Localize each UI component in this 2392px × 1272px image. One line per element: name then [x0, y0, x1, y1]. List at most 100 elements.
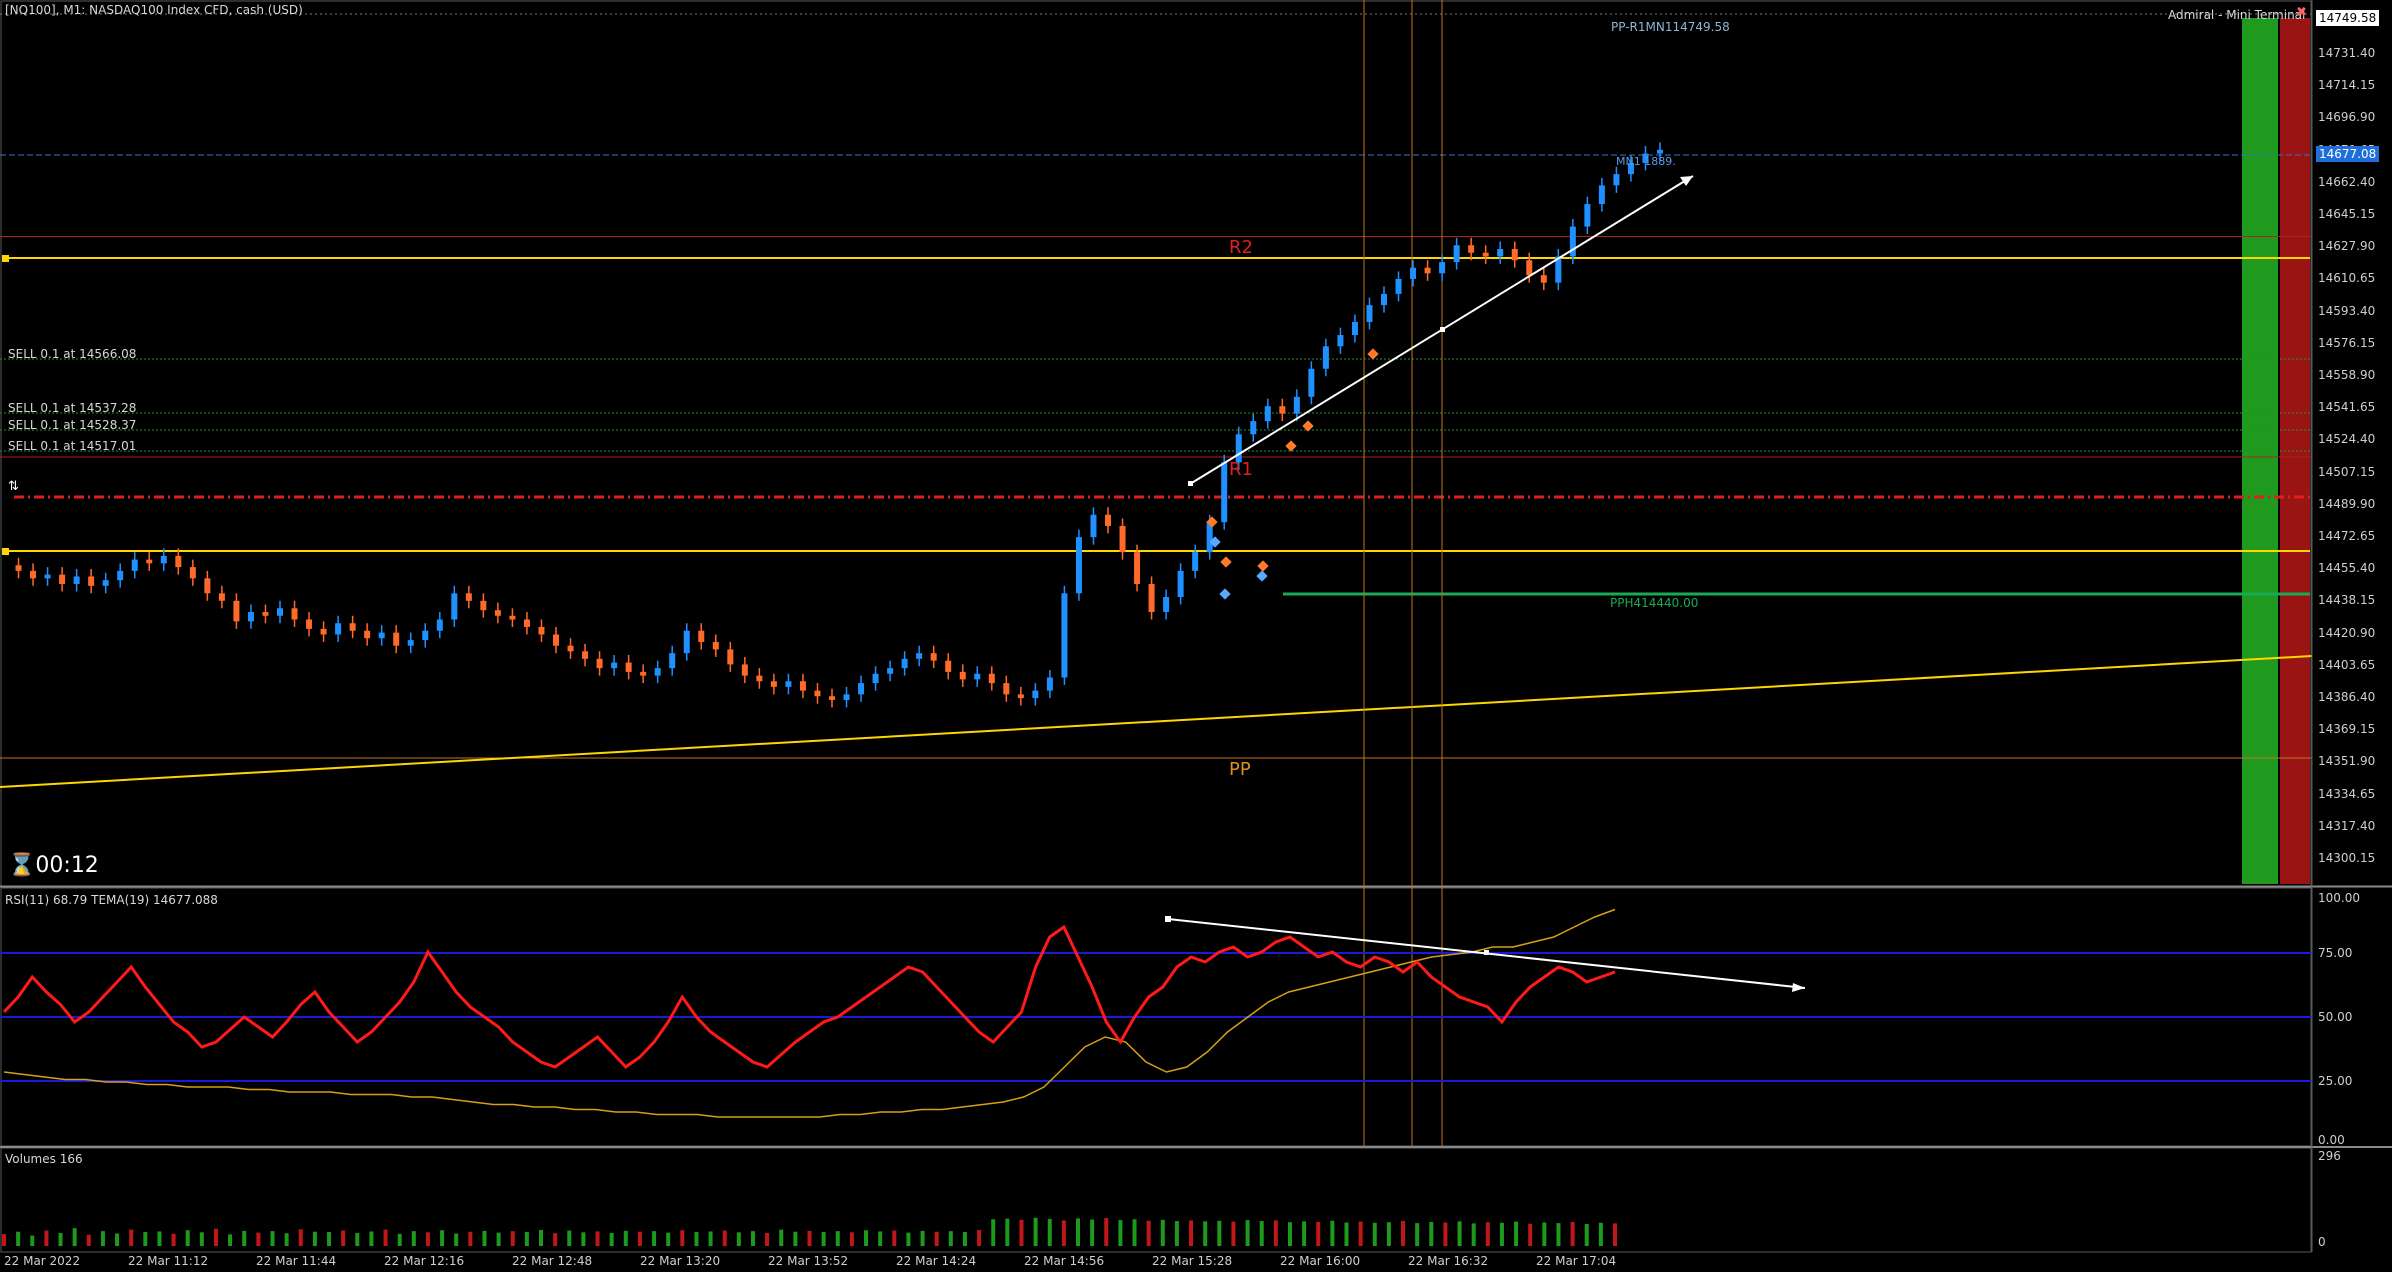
volume-bar [892, 1230, 897, 1246]
volume-bar [835, 1231, 840, 1246]
arrow-anchor[interactable] [1440, 327, 1445, 332]
volume-bar [1613, 1223, 1617, 1246]
volume-bar [58, 1232, 63, 1246]
volume-bar [1231, 1221, 1236, 1246]
volume-bar [397, 1233, 402, 1246]
hourglass-icon: ⌛ [8, 853, 36, 878]
volume-bar [298, 1229, 303, 1246]
candle-body [1235, 434, 1242, 463]
trendline-support[interactable] [0, 655, 2313, 788]
candle-body [582, 651, 589, 659]
volume-bar [567, 1230, 572, 1246]
candle-body [102, 580, 109, 586]
close-icon[interactable]: ✖ [2296, 5, 2307, 20]
volume-bar [1471, 1223, 1476, 1246]
candle-body [872, 673, 879, 684]
candle-body [407, 640, 414, 646]
volume-bar [496, 1232, 501, 1246]
line-handle[interactable] [2, 255, 9, 262]
volume-bar [383, 1229, 388, 1246]
candle-body [727, 649, 734, 665]
candle-body [291, 608, 298, 620]
candle-body [1613, 174, 1620, 186]
candle-body [538, 626, 545, 635]
time-tick: 22 Mar 11:44 [256, 1254, 337, 1268]
candle-body [553, 634, 559, 646]
price-tick: 14300.15 [2318, 851, 2376, 865]
trade-markers[interactable] [1206, 348, 1379, 600]
trade-icon[interactable]: ⇅ [8, 479, 19, 494]
volume-bar [1245, 1220, 1250, 1246]
main-chart-frame [0, 0, 2312, 887]
volume-bar [1499, 1222, 1504, 1246]
candle-body [523, 619, 530, 627]
candle-body [422, 630, 429, 641]
candle-body [1221, 462, 1228, 523]
candle-body [741, 664, 748, 676]
price-tick: 14627.90 [2318, 239, 2376, 254]
volume-bar [1330, 1220, 1335, 1246]
volume-bar [482, 1230, 487, 1246]
candle-body [335, 623, 342, 635]
candle-body [1337, 335, 1344, 347]
timer: ⌛00:12 [8, 853, 99, 878]
candle-body [1526, 260, 1533, 276]
candle-body [567, 645, 574, 652]
volume-bar [524, 1232, 529, 1246]
price-tick: 14420.90 [2318, 625, 2376, 640]
volume-bar [1316, 1221, 1321, 1246]
time-tick: 22 Mar 12:48 [512, 1254, 593, 1268]
arrow-anchor[interactable] [1484, 950, 1489, 955]
volume-bar [327, 1232, 332, 1246]
volume-bar [595, 1231, 600, 1246]
order-label: SELL 0.1 at 14528.37 [8, 418, 137, 432]
candle-body [306, 619, 313, 629]
volume-bar [1457, 1221, 1462, 1246]
candle-body [829, 696, 835, 700]
price-tick: 14593.40 [2318, 303, 2376, 318]
candle-body [683, 630, 690, 654]
line-handle[interactable] [2, 548, 9, 555]
volume-bar [680, 1230, 685, 1246]
volume-bar [143, 1232, 148, 1246]
candle-body [233, 600, 240, 622]
rsi-title: RSI(11) 68.79 TEMA(19) 14677.088 [5, 893, 218, 907]
candle-body [1148, 583, 1155, 613]
price-tick: 14507.15 [2318, 464, 2376, 479]
mini-terminal-label[interactable]: Admiral - Mini Terminal [2168, 8, 2306, 22]
volume-bar [355, 1232, 360, 1246]
candle-body [1642, 153, 1649, 163]
volume-bar [454, 1233, 459, 1246]
candle-body [277, 608, 283, 616]
candle-body [1497, 248, 1504, 257]
price-tick: 14438.15 [2318, 593, 2376, 608]
candle-body [320, 628, 327, 635]
candle-body [1366, 305, 1373, 322]
candle-body [712, 641, 719, 650]
volume-bar [1556, 1223, 1561, 1246]
volume-bar [2, 1234, 6, 1246]
candle-body [1598, 185, 1605, 205]
arrow-anchor[interactable] [1188, 481, 1193, 486]
volume-bar [157, 1231, 162, 1246]
volume-bar [1485, 1222, 1490, 1246]
price-tick: 14714.15 [2318, 78, 2376, 93]
volume-bar [750, 1231, 755, 1246]
candle-body [1351, 321, 1358, 336]
volume-bar [722, 1230, 727, 1246]
candle-body [1003, 683, 1010, 695]
volume-bar [1570, 1221, 1575, 1246]
time-tick: 22 Mar 14:24 [896, 1254, 977, 1268]
volume-bar [1118, 1220, 1123, 1246]
candle-body [1293, 396, 1300, 414]
volume-bar [1203, 1221, 1208, 1246]
price-tick: 14317.40 [2318, 818, 2376, 833]
candle-body [509, 615, 516, 620]
rsi-tick: 100.00 [2318, 891, 2360, 905]
candle-body [15, 565, 22, 571]
time-tick: 22 Mar 13:20 [640, 1254, 721, 1268]
candle-body [1090, 514, 1097, 538]
arrow-anchor[interactable] [1165, 916, 1171, 922]
volume-bar [1090, 1219, 1095, 1246]
